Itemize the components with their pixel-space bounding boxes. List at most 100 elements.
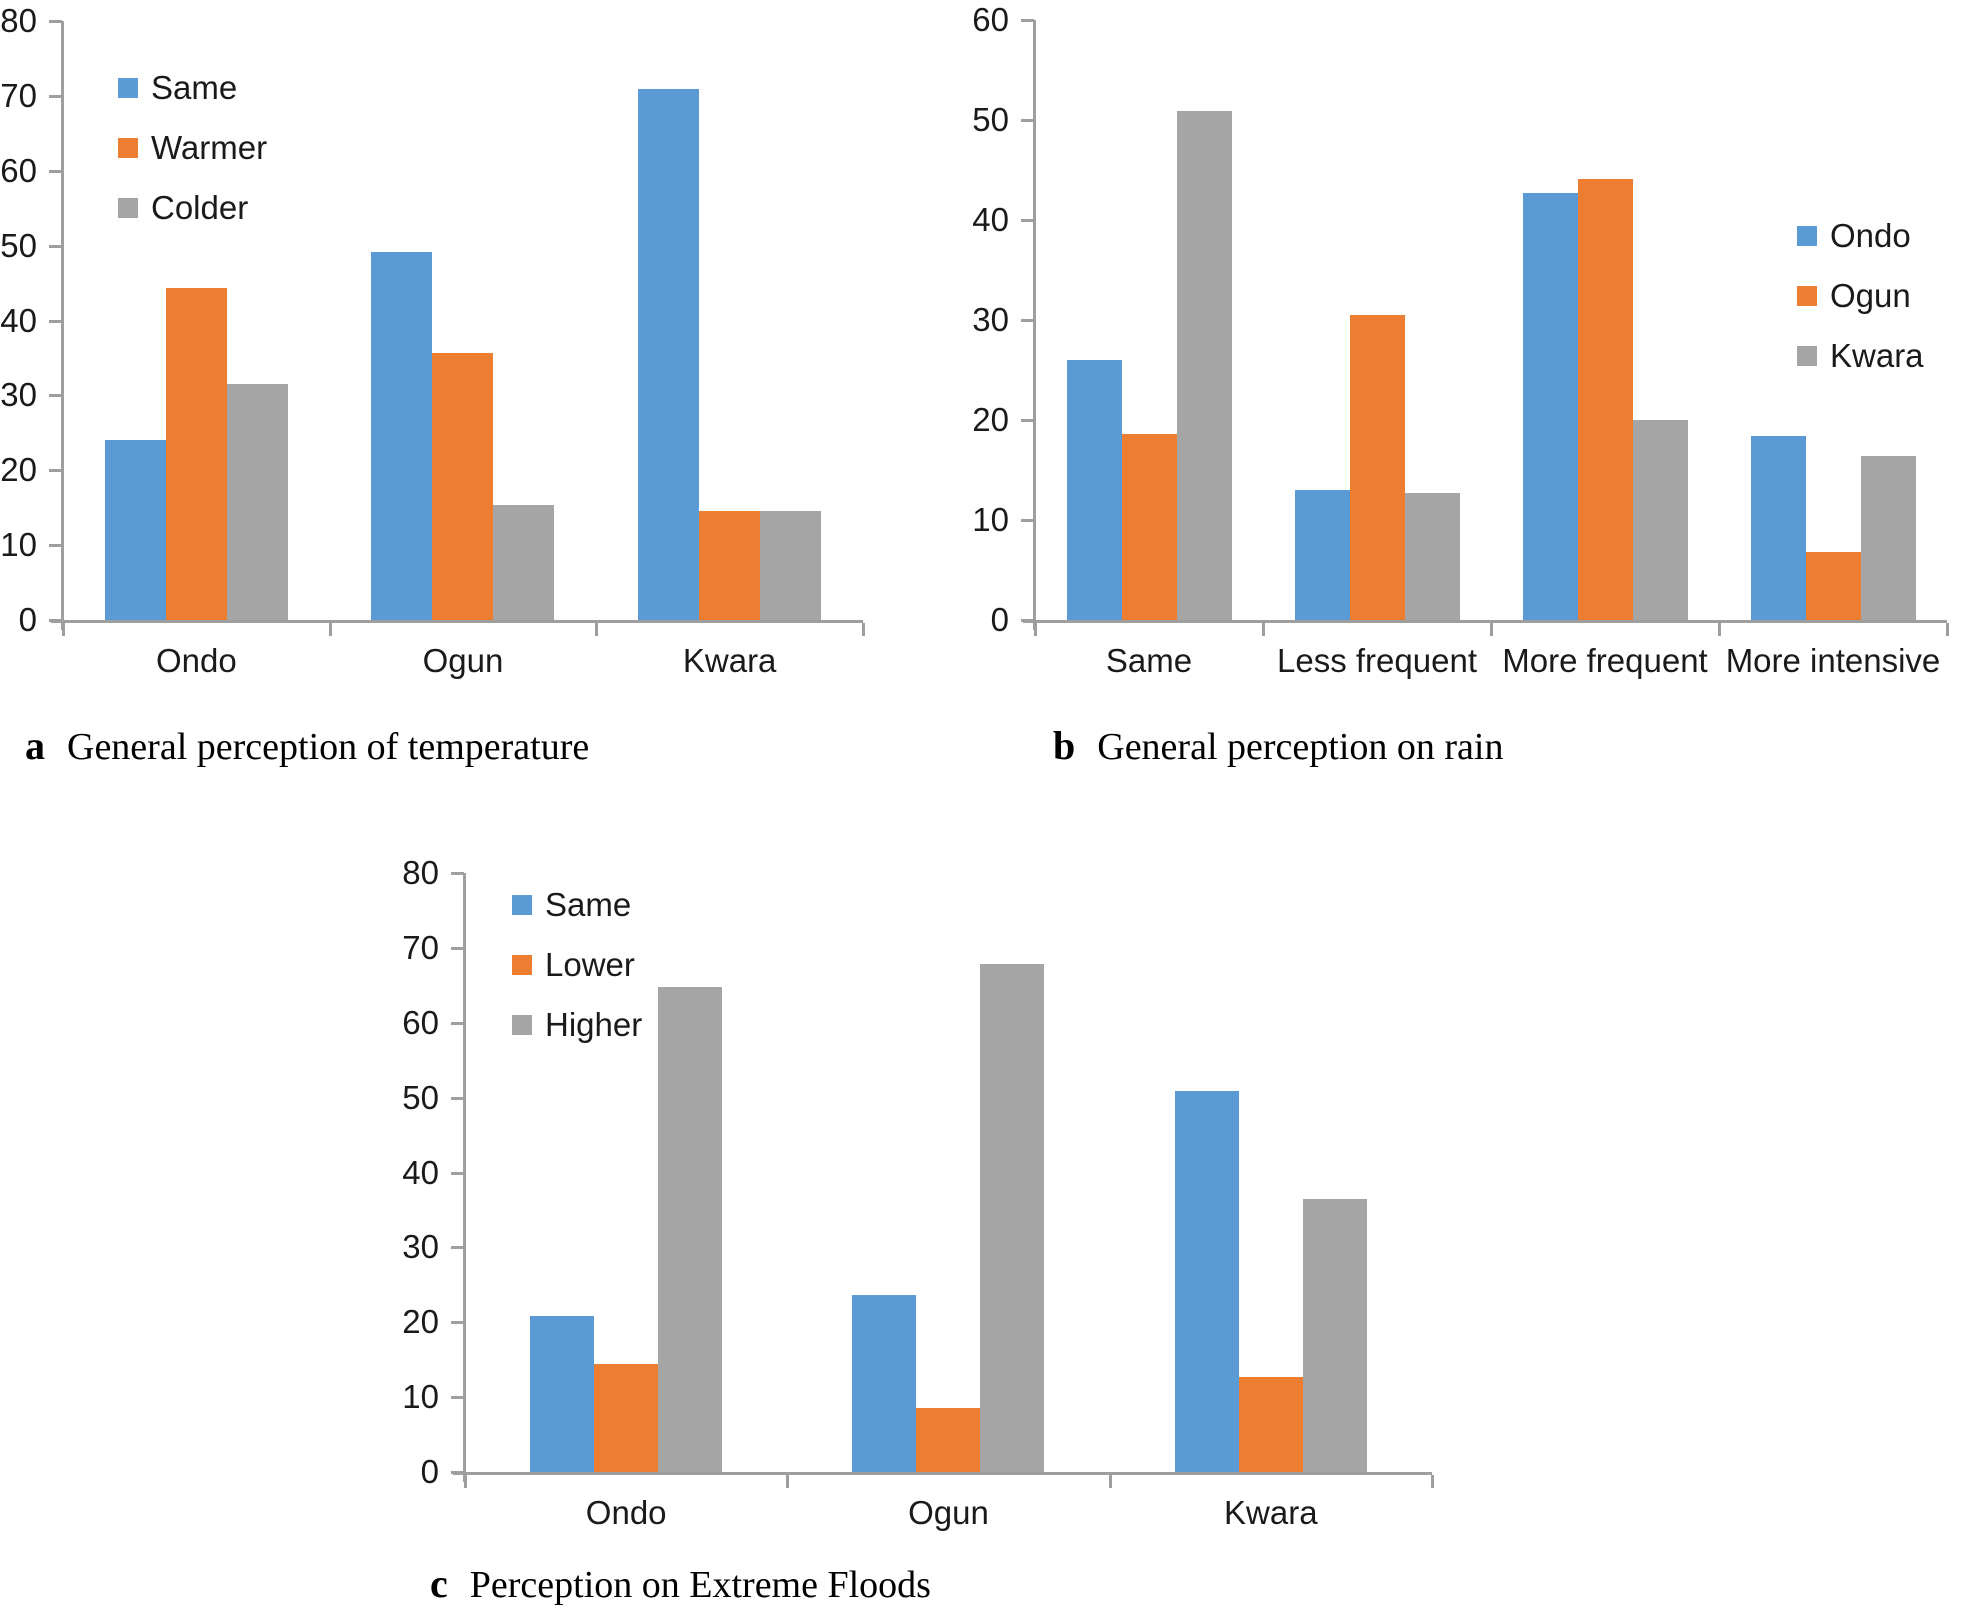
y-tick-mark (49, 544, 62, 548)
y-tick-mark (49, 244, 62, 248)
x-axis-tick-mark (1946, 623, 1949, 636)
legend-label-ondo: Ondo (1830, 217, 1911, 254)
bar-kwara-less-frequent (1404, 493, 1460, 620)
x-category-label-less-frequent: Less frequent (1277, 642, 1477, 679)
y-tick-mark (451, 1396, 464, 1400)
y-tick-label: 60 (972, 1, 1009, 38)
bar-warmer-kwara (699, 511, 761, 620)
legend-item-ondo: Ondo (1797, 217, 1924, 254)
y-tick-mark (451, 1171, 464, 1175)
caption-letter-a: a (25, 723, 45, 768)
x-axis-tick-mark (1262, 623, 1265, 636)
legend-item-ogun: Ogun (1797, 277, 1924, 314)
y-tick-label: 60 (402, 1003, 439, 1041)
y-axis (61, 21, 64, 630)
x-category-label-same: Same (1105, 642, 1193, 679)
x-category-label-ogun: Ogun (908, 1494, 989, 1531)
y-tick-mark (49, 469, 62, 473)
bar-group-less-frequent (1263, 20, 1491, 620)
bar-kwara-same (1176, 111, 1232, 620)
x-category-label-ondo: Ondo (585, 1494, 667, 1531)
legend-label-ogun: Ogun (1830, 277, 1911, 314)
bar-kwara-more-intensive (1860, 456, 1916, 620)
legend-item-same: Same (512, 886, 642, 923)
caption-letter-c: c (430, 1561, 448, 1606)
x-category-label-kwara: Kwara (1224, 1494, 1318, 1531)
legend-swatch-kwara (1797, 346, 1817, 366)
y-tick-mark (49, 20, 62, 23)
legend-swatch-ondo (1797, 226, 1817, 246)
legend-item-warmer: Warmer (118, 129, 267, 166)
bar-same-ogun (852, 1295, 917, 1472)
caption-text-b: General perception on rain (1097, 726, 1504, 768)
y-tick-mark (49, 394, 62, 398)
bar-group-more-intensive (1719, 20, 1947, 620)
bar-same-ondo (104, 440, 166, 620)
y-tick-label: 20 (972, 401, 1009, 438)
legend-swatch-same (118, 78, 138, 98)
legend-swatch-warmer (118, 138, 138, 158)
bar-group-more-frequent (1491, 20, 1719, 620)
bar-group-ogun (330, 21, 597, 620)
legend-item-higher: Higher (512, 1006, 642, 1043)
legend-swatch-ogun (1797, 286, 1817, 306)
bar-ogun-same (1121, 434, 1177, 620)
y-tick-label: 20 (0, 451, 37, 489)
x-category-label-kwara: Kwara (682, 642, 777, 679)
legend-item-same: Same (118, 69, 267, 106)
y-tick-label: 40 (972, 201, 1009, 238)
x-axis-tick-mark (464, 1475, 467, 1488)
legend-label-lower: Lower (545, 946, 635, 983)
y-tick-label: 30 (0, 376, 37, 414)
bar-higher-kwara (1302, 1199, 1367, 1472)
bar-group-kwara (1110, 873, 1432, 1472)
legend-label-same: Same (545, 886, 632, 923)
y-tick-mark (1021, 19, 1034, 22)
legend-label-warmer: Warmer (151, 129, 268, 166)
legend-label-colder: Colder (151, 189, 249, 226)
bar-ondo-less-frequent (1294, 490, 1350, 620)
bar-group-ondo (63, 21, 330, 620)
y-tick-mark (451, 1471, 464, 1474)
bar-lower-ondo (594, 1364, 659, 1472)
x-axis-tick-mark (862, 623, 865, 636)
bar-ogun-more-intensive (1805, 552, 1861, 620)
x-axis (51, 620, 863, 623)
bar-lower-ogun (916, 1408, 981, 1472)
y-tick-label: 0 (420, 1453, 439, 1490)
caption-b: b General perception on rain (1053, 722, 1503, 769)
y-tick-label: 70 (0, 76, 37, 114)
y-tick-label: 80 (0, 2, 37, 39)
bar-ondo-more-intensive (1750, 436, 1806, 620)
y-tick-mark (451, 872, 464, 875)
y-tick-mark (49, 94, 62, 98)
bar-same-kwara (1174, 1091, 1239, 1472)
y-tick-mark (1021, 219, 1034, 222)
x-axis (453, 1472, 1432, 1475)
y-tick-mark (451, 1096, 464, 1100)
bar-warmer-ogun (432, 353, 494, 620)
y-tick-mark (451, 1021, 464, 1025)
legend-item-kwara: Kwara (1797, 337, 1924, 374)
legend-label-same: Same (151, 69, 238, 106)
x-axis-tick-mark (595, 623, 599, 636)
y-tick-mark (1021, 319, 1034, 322)
bar-higher-ondo (658, 987, 723, 1472)
caption-c: c Perception on Extreme Floods (430, 1560, 931, 1607)
caption-text-c: Perception on Extreme Floods (469, 1564, 931, 1606)
legend-item-colder: Colder (118, 189, 267, 226)
x-axis (1023, 620, 1947, 623)
legend-item-lower: Lower (512, 946, 642, 983)
y-tick-label: 40 (0, 301, 37, 339)
caption-text-a: General perception of temperature (67, 726, 590, 768)
y-tick-mark (451, 946, 464, 950)
legend-swatch-higher (512, 1015, 532, 1035)
y-tick-mark (1021, 519, 1034, 522)
legend: Same Warmer Colder (118, 69, 267, 258)
bar-higher-ogun (980, 964, 1045, 1472)
caption-letter-b: b (1053, 723, 1076, 768)
x-axis-tick-mark (62, 623, 65, 636)
y-tick-mark (49, 169, 62, 173)
x-axis-tick-mark (1431, 1475, 1434, 1488)
legend-swatch-colder (118, 198, 138, 218)
